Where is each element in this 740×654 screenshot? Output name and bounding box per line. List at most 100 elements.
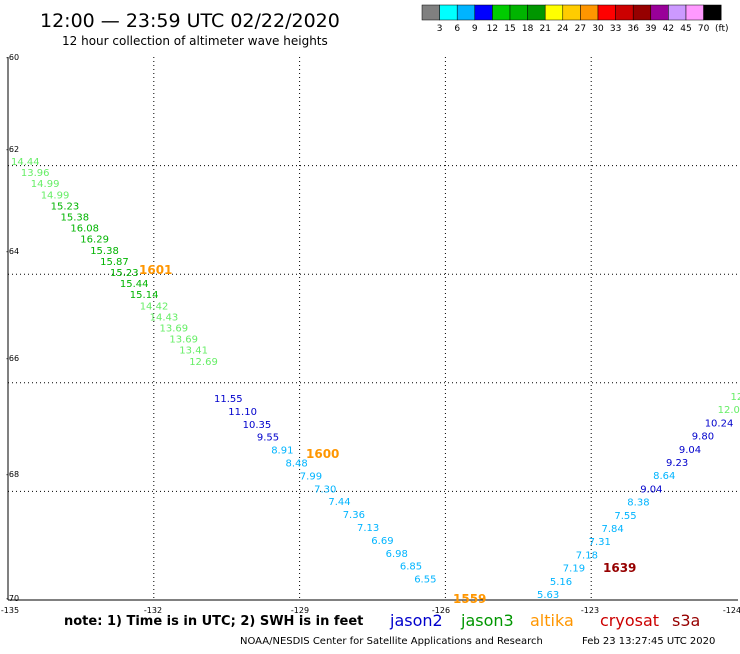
color-scale-tick-label: 33: [610, 24, 621, 34]
wave-height-value: 11.10: [228, 407, 257, 418]
color-swatch: [616, 5, 634, 20]
color-swatch: [633, 5, 651, 20]
wave-height-value: 7.99: [300, 471, 322, 482]
wave-height-value: 7.31: [589, 537, 611, 548]
color-swatch: [492, 5, 510, 20]
wave-height-value: 8.91: [271, 446, 293, 457]
wave-height-value: 12.: [731, 392, 740, 403]
wave-height-value: 14.44: [11, 157, 40, 168]
wave-height-value: 7.36: [343, 510, 365, 521]
wave-height-value: 8.38: [627, 498, 649, 509]
color-swatch: [422, 5, 440, 20]
wave-height-value: 15.23: [110, 268, 139, 279]
wave-height-value: 15.87: [100, 257, 129, 268]
map-title: 12:00 — 23:59 UTC 02/22/2020: [40, 10, 340, 32]
latitude-label: -70: [6, 594, 19, 603]
wave-height-value: 15.38: [90, 246, 119, 257]
wave-height-value: 13.69: [169, 335, 198, 346]
color-swatch: [704, 5, 722, 20]
color-swatch: [580, 5, 598, 20]
wave-height-value: 6.85: [400, 562, 422, 573]
satellite-legend-jason2: jason2: [389, 611, 443, 630]
wave-height-value: 7.84: [602, 524, 624, 535]
color-scale-tick-label: 3: [437, 24, 443, 34]
wave-height-value: 9.23: [666, 458, 688, 469]
wave-height-value: 11.55: [214, 394, 243, 405]
color-scale-tick-label: 18: [522, 24, 534, 34]
track-1559: 1559: [453, 592, 486, 606]
color-swatch: [457, 5, 475, 20]
color-swatch: [440, 5, 458, 20]
longitude-label: -124: [723, 606, 740, 615]
color-swatch: [545, 5, 563, 20]
wave-height-value: 10.24: [705, 418, 734, 429]
satellite-legend-altika: altika: [530, 611, 574, 630]
wave-height-value: 16.08: [70, 224, 99, 235]
wave-height-value: 13.41: [179, 346, 208, 357]
color-swatch: [563, 5, 581, 20]
wave-height-value: 6.55: [414, 575, 436, 586]
wave-height-value: 14.43: [150, 312, 179, 323]
color-scale-tick-label: 12: [487, 24, 498, 34]
satellite-legend: jason2 jason3 altika cryosat s3a: [389, 611, 700, 630]
wave-height-value: 14.99: [31, 179, 60, 190]
color-swatch: [598, 5, 616, 20]
satellite-tracks: 14.4413.9614.9914.9915.2315.3816.0816.29…: [11, 157, 740, 606]
wave-height-value: 16.29: [80, 235, 109, 246]
color-scale-tick-label: 45: [680, 24, 691, 34]
wave-height-value: 10.35: [243, 420, 272, 431]
color-scale-tick-label: 6: [454, 24, 460, 34]
color-scale-tick-label: 30: [592, 24, 604, 34]
wave-height-value: 12.69: [189, 357, 218, 368]
pass-label: 1639: [603, 561, 636, 575]
color-scale-tick-label: 15: [504, 24, 515, 34]
wave-height-value: 9.04: [640, 484, 662, 495]
wave-height-value: 9.55: [257, 433, 279, 444]
wave-height-value: 13.69: [160, 324, 189, 335]
satellite-legend-s3a: s3a: [672, 611, 700, 630]
wave-height-value: 15.44: [120, 279, 149, 290]
wave-height-value: 9.80: [692, 432, 714, 443]
color-swatch: [668, 5, 686, 20]
track-1600: 11.5511.1010.359.558.918.487.997.307.447…: [214, 394, 436, 586]
color-scale-tick-label: 27: [575, 24, 586, 34]
satellite-legend-cryosat: cryosat: [600, 611, 659, 630]
latitude-label: -64: [6, 247, 19, 256]
satellite-legend-jason3: jason3: [460, 611, 514, 630]
wave-height-value: 12.0: [718, 405, 740, 416]
color-swatch: [651, 5, 669, 20]
wave-height-value: 5.63: [537, 590, 559, 601]
color-scale-tick-label: 24: [557, 24, 569, 34]
latitude-label: -68: [6, 470, 19, 479]
color-swatch: [528, 5, 546, 20]
wave-height-value: 7.55: [614, 511, 636, 522]
latitude-label: -62: [6, 145, 19, 154]
color-scale-tick-label: 70: [698, 24, 710, 34]
color-scale-tick-label: 9: [472, 24, 478, 34]
wave-height-value: 14.42: [140, 301, 169, 312]
wave-height-value: 15.14: [130, 290, 159, 301]
wave-height-value: 8.48: [286, 459, 308, 470]
color-scale-unit: (ft): [715, 24, 729, 34]
pass-label: 1559: [453, 592, 486, 606]
wave-height-value: 7.13: [357, 523, 379, 534]
latitude-label: -66: [6, 354, 19, 363]
latitude-label: -60: [6, 53, 19, 62]
pass-label: 1601: [139, 263, 172, 277]
wave-height-value: 14.99: [41, 190, 70, 201]
longitude-label: -135: [1, 606, 19, 615]
wave-height-value: 6.98: [386, 549, 408, 560]
wave-height-value: 7.19: [563, 564, 585, 575]
color-scale-tick-label: 42: [663, 24, 674, 34]
wave-height-value: 6.69: [371, 536, 393, 547]
wave-height-value: 15.38: [61, 213, 90, 224]
color-swatch: [475, 5, 493, 20]
footer-credit: NOAA/NESDIS Center for Satellite Applica…: [240, 636, 543, 647]
track-1601: 14.4413.9614.9914.9915.2315.3816.0816.29…: [11, 157, 218, 368]
wave-height-value: 8.64: [653, 471, 675, 482]
wave-height-value: 7.30: [314, 484, 336, 495]
footer-note: note: 1) Time is in UTC; 2) SWH is in fe…: [64, 614, 363, 629]
wave-height-value: 15.23: [51, 201, 80, 212]
